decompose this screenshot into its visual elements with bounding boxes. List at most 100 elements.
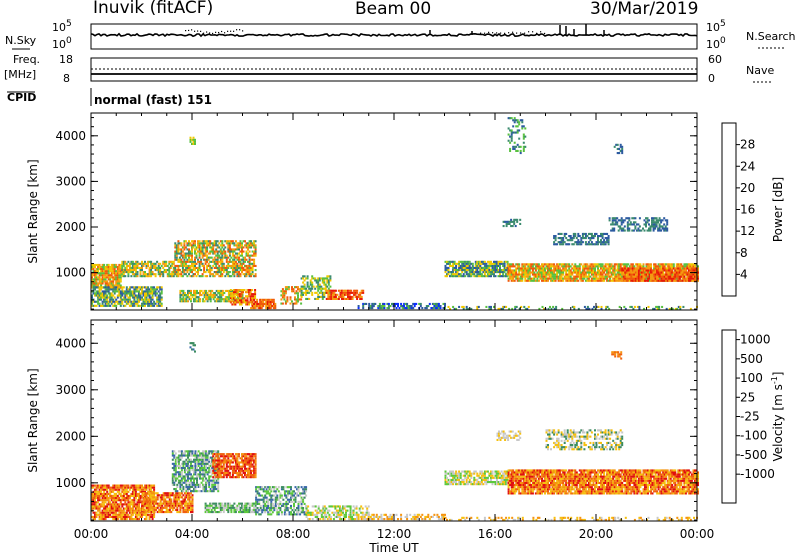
data-cell: [183, 242, 186, 245]
data-cell: [291, 300, 293, 303]
data-cell: [133, 302, 136, 305]
data-cell: [142, 304, 145, 307]
data-cell: [130, 262, 133, 265]
data-cell: [241, 271, 243, 274]
data-cell: [521, 277, 524, 280]
data-cell: [104, 509, 107, 512]
data-cell: [499, 275, 501, 278]
data-cell: [621, 271, 624, 274]
data-cell: [465, 305, 468, 308]
data-cell: [201, 256, 204, 259]
data-cell: [550, 271, 552, 274]
data-cell: [133, 290, 136, 293]
data-cell: [269, 302, 272, 305]
data-cell: [525, 269, 528, 272]
data-cell: [281, 302, 284, 305]
data-cell: [145, 294, 148, 297]
data-cell: [100, 304, 103, 307]
data-cell: [231, 262, 234, 265]
data-cell: [148, 269, 151, 272]
data-cell: [181, 275, 184, 278]
data-cell: [118, 509, 121, 512]
data-cell: [153, 288, 156, 291]
data-cell: [115, 266, 118, 269]
y-axis-label: Slant Range [km]: [26, 159, 40, 263]
data-cell: [518, 267, 521, 270]
data-cell: [663, 275, 666, 278]
data-cell: [609, 269, 612, 272]
data-cell: [479, 260, 482, 263]
data-cell: [181, 250, 184, 253]
data-cell: [237, 299, 240, 302]
data-cell: [198, 242, 201, 245]
data-cell: [183, 273, 186, 276]
data-cell: [122, 264, 125, 267]
data-cell: [518, 263, 521, 266]
data-cell: [145, 266, 148, 269]
data-cell: [233, 244, 236, 247]
data-cell: [260, 307, 263, 310]
data-cell: [239, 258, 242, 261]
data-cell: [118, 282, 121, 285]
data-cell: [300, 289, 303, 292]
data-cell: [325, 291, 328, 294]
data-cell: [175, 250, 178, 253]
data-cell: [154, 288, 157, 291]
data-cell: [159, 300, 162, 303]
data-cell: [302, 281, 305, 284]
data-cell: [194, 240, 196, 243]
data-cell: [95, 503, 98, 506]
data-cell: [672, 263, 675, 266]
data-cell: [689, 267, 692, 270]
data-cell: [186, 252, 189, 255]
data-cell: [477, 271, 480, 274]
data-cell: [101, 282, 104, 285]
data-cell: [121, 294, 124, 297]
data-cell: [327, 283, 330, 286]
data-cell: [183, 252, 186, 255]
data-cell: [636, 305, 639, 308]
data-cell: [598, 271, 601, 274]
data-cell: [227, 271, 230, 274]
data-cell: [681, 273, 684, 276]
data-cell: [95, 270, 98, 273]
data-cell: [527, 275, 530, 278]
data-cell: [141, 302, 143, 305]
data-cell: [230, 264, 233, 267]
data-cell: [295, 302, 298, 305]
data-cell: [678, 279, 681, 282]
data-cell: [142, 298, 145, 301]
data-cell: [477, 260, 480, 263]
data-cell: [110, 268, 113, 271]
data-cell: [128, 507, 131, 510]
data-cell: [139, 513, 142, 516]
data-cell: [305, 293, 308, 296]
data-cell: [100, 274, 103, 277]
data-cell: [107, 509, 110, 512]
data-cell: [336, 293, 339, 296]
data-cell: [638, 307, 641, 310]
data-cell: [251, 295, 254, 298]
data-cell: [603, 243, 606, 246]
data-cell: [109, 282, 112, 285]
data-cell: [587, 269, 590, 272]
data-cell: [663, 265, 666, 268]
data-cell: [525, 271, 528, 274]
data-cell: [113, 266, 116, 269]
data-cell: [246, 295, 249, 298]
data-cell: [474, 271, 477, 274]
data-cell: [165, 269, 168, 272]
data-cell: [519, 152, 522, 155]
data-cell: [94, 274, 96, 277]
data-cell: [191, 264, 193, 267]
data-cell: [250, 258, 253, 261]
data-cell: [677, 271, 680, 274]
data-cell: [571, 279, 574, 282]
data-cell: [453, 269, 456, 272]
data-cell: [459, 266, 462, 269]
data-cell: [145, 292, 148, 295]
data-cell: [131, 286, 134, 289]
data-cell: [490, 305, 492, 308]
data-cell: [604, 263, 607, 266]
data-cell: [528, 279, 531, 282]
